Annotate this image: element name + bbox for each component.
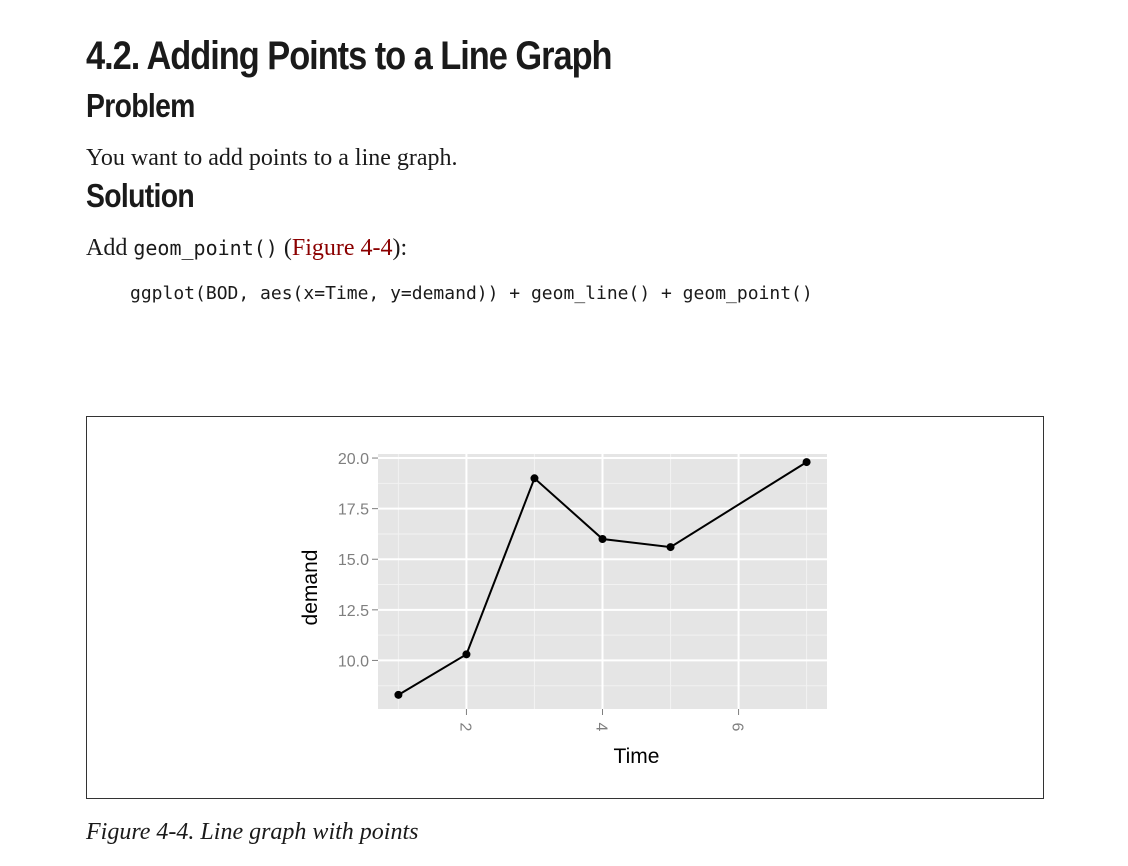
data-point [462, 650, 471, 659]
x-tick-label: 4 [593, 723, 610, 732]
x-axis-title: Time [614, 745, 660, 768]
book-page: 4.2. Adding Points to a Line Graph Probl… [86, 28, 1046, 308]
solution-intro: Add geom_point() (Figure 4-4): [86, 232, 1046, 264]
figure-caption: Figure 4-4. Line graph with points [86, 819, 419, 845]
x-tick-label: 2 [456, 723, 473, 732]
code-block: ggplot(BOD, aes(x=Time, y=demand)) + geo… [130, 283, 813, 304]
data-point [802, 458, 811, 467]
problem-heading: Problem [86, 87, 195, 124]
y-tick-label: 10.0 [338, 653, 369, 670]
data-point [530, 474, 539, 483]
y-axis-title: demand [299, 550, 322, 626]
y-tick-label: 15.0 [338, 552, 369, 569]
solution-intro-open: ( [277, 235, 292, 261]
solution-intro-prefix: Add [86, 235, 134, 261]
series-line [397, 461, 808, 696]
y-tick-label: 17.5 [338, 502, 369, 519]
data-point [598, 535, 607, 543]
figure-cross-reference-link[interactable]: Figure 4-4 [291, 235, 393, 261]
solution-intro-suffix: ): [392, 235, 408, 261]
problem-text: You want to add points to a line graph. [86, 145, 458, 171]
line-chart: 10.0 12.5 15.0 17.5 20.0 2 4 6 Time demand [299, 451, 827, 768]
y-tick-label: 20.0 [338, 451, 369, 468]
solution-heading: Solution [86, 177, 195, 214]
section-title: 4.2. Adding Points to a Line Graph [86, 34, 613, 78]
y-tick-label: 12.5 [338, 603, 369, 620]
x-tick-label: 6 [729, 723, 746, 732]
data-point [394, 690, 403, 699]
figure-frame: 10.0 12.5 15.0 17.5 20.0 2 4 6 Time demand [86, 416, 1044, 799]
inline-code-geom-point: geom_point() [133, 236, 278, 260]
data-point [666, 543, 675, 552]
